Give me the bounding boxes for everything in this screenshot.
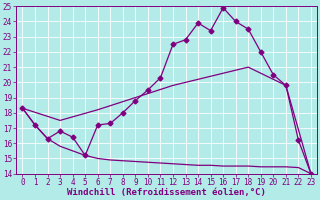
X-axis label: Windchill (Refroidissement éolien,°C): Windchill (Refroidissement éolien,°C) bbox=[67, 188, 266, 197]
